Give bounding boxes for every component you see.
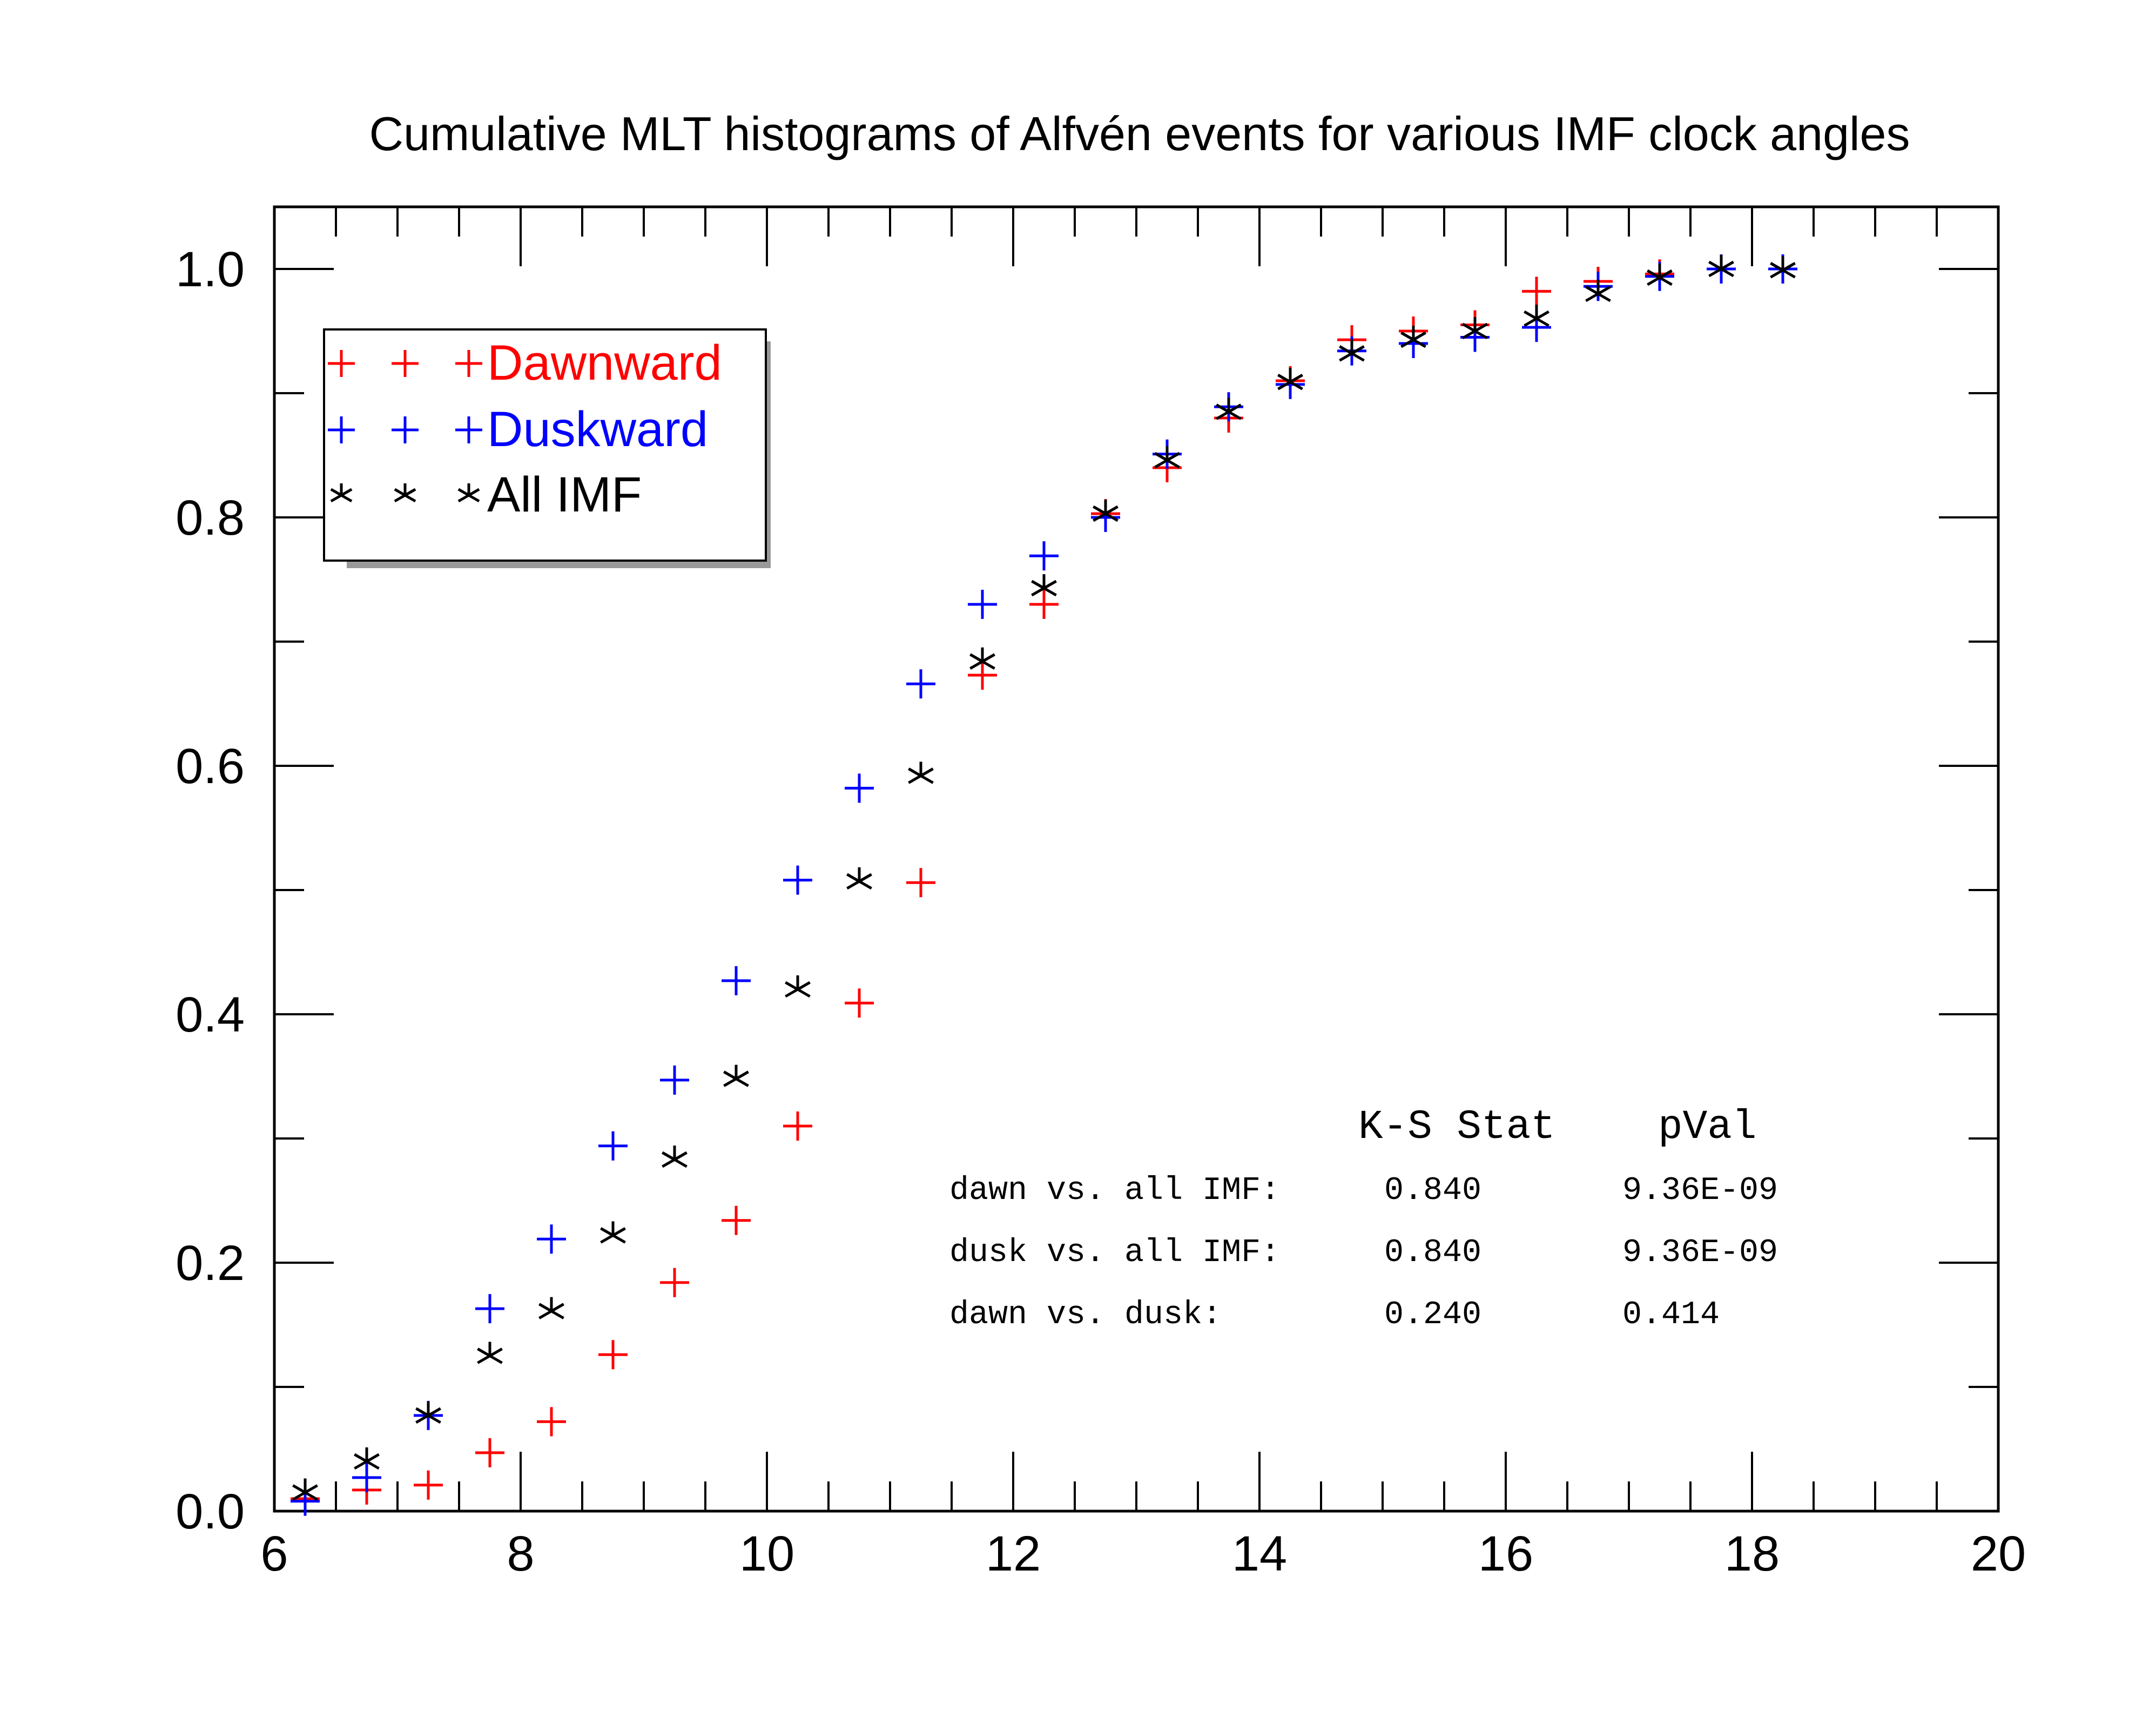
all-imf-point — [415, 1401, 441, 1424]
all-imf-point — [1216, 397, 1242, 420]
x-tick-label: 18 — [1724, 1526, 1780, 1581]
x-tick-label: 6 — [260, 1526, 288, 1581]
ks-row-label: dawn vs. all IMF: — [949, 1173, 1280, 1209]
all-imf-point — [969, 647, 995, 670]
x-tick-label: 20 — [1971, 1526, 2026, 1581]
legend-items: Dawnward Duskward All IMF — [328, 335, 722, 522]
ks-row-label: dusk vs. all IMF: — [949, 1235, 1280, 1271]
ks-row-stat: 0.240 — [1384, 1297, 1481, 1333]
all-imf-point — [477, 1342, 503, 1364]
ks-header-stat: K-S Stat — [1358, 1104, 1555, 1150]
legend-label-all-imf: All IMF — [487, 467, 642, 522]
all-imf-point — [1277, 368, 1303, 390]
x-tick-label: 12 — [986, 1526, 1041, 1581]
duskward-point — [968, 590, 997, 619]
dawnward-point — [414, 1470, 443, 1500]
y-tick-label: 1.0 — [176, 242, 245, 297]
all-imf-point — [908, 762, 934, 784]
all-imf-point — [600, 1221, 626, 1244]
legend-marker-dawnward — [392, 350, 419, 377]
all-imf-point — [538, 1297, 564, 1319]
dawnward-point — [906, 868, 935, 898]
dawnward-point — [722, 1205, 751, 1235]
y-tick-label: 0.4 — [176, 987, 245, 1042]
ks-row-pval: 9.36E-09 — [1622, 1173, 1778, 1209]
duskward-point — [537, 1224, 566, 1254]
y-tick-labels: 0.0 0.2 0.4 0.6 0.8 1.0 — [176, 242, 245, 1539]
x-tick-labels: 6 8 10 12 14 16 18 20 — [260, 1526, 2026, 1581]
all-imf-point — [1031, 574, 1057, 597]
dawnward-point — [783, 1111, 812, 1141]
duskward-point — [722, 966, 751, 995]
dawnward-point — [537, 1407, 566, 1437]
all-imf-point — [1770, 256, 1796, 279]
legend-box — [323, 328, 767, 562]
all-imf-point — [846, 867, 872, 890]
dawnward-point — [1522, 277, 1551, 306]
legend-marker-dawnward — [455, 350, 482, 377]
ks-row-stat: 0.840 — [1384, 1173, 1481, 1209]
x-tick-label: 14 — [1232, 1526, 1287, 1581]
y-tick-label: 0.8 — [176, 490, 245, 545]
x-tick-label: 16 — [1478, 1526, 1533, 1581]
dawnward-point — [598, 1340, 628, 1370]
all-imf-point — [723, 1064, 749, 1087]
legend-label-dawnward: Dawnward — [487, 335, 722, 390]
x-tick-label: 8 — [507, 1526, 534, 1581]
legend-marker-all-imf — [330, 483, 353, 503]
legend-marker-duskward — [328, 416, 355, 443]
duskward-point — [1029, 541, 1059, 571]
duskward-point — [906, 669, 935, 699]
chart-title: Cumulative MLT histograms of Alfvén even… — [369, 107, 1910, 160]
y-tick-label: 0.2 — [176, 1236, 245, 1291]
all-imf-point — [1093, 500, 1119, 522]
all-imf-point — [1647, 264, 1673, 286]
duskward-point — [352, 1463, 381, 1492]
ks-table: K-S Stat pVal dawn vs. all IMF: 0.840 9.… — [949, 1104, 1778, 1333]
all-imf-point — [1585, 280, 1611, 302]
ks-row-stat: 0.840 — [1384, 1235, 1481, 1271]
ks-row-pval: 9.36E-09 — [1622, 1235, 1778, 1271]
x-tick-label: 10 — [739, 1526, 794, 1581]
legend-marker-all-imf — [457, 483, 480, 503]
duskward-point — [475, 1294, 504, 1324]
legend-marker-duskward — [392, 416, 419, 443]
duskward-point — [845, 773, 874, 803]
duskward-point — [660, 1065, 689, 1095]
axis-ticks — [273, 207, 1999, 1512]
all-imf-point — [1400, 326, 1426, 348]
all-imf-point — [662, 1145, 688, 1168]
all-imf-point — [1708, 255, 1734, 278]
legend: Dawnward Duskward All IMF — [323, 328, 771, 568]
ks-header-pval: pVal — [1658, 1104, 1756, 1150]
all-imf-point — [354, 1447, 380, 1470]
all-imf-point — [1154, 446, 1180, 469]
all-imf-point — [785, 975, 811, 998]
duskward-point — [598, 1131, 628, 1161]
all-imf-point — [1462, 317, 1488, 340]
data-points — [291, 254, 1797, 1516]
legend-label-duskward: Duskward — [487, 402, 708, 457]
legend-marker-all-imf — [394, 483, 416, 503]
ks-row-label: dawn vs. dusk: — [949, 1297, 1222, 1333]
dawnward-point — [660, 1268, 689, 1297]
legend-marker-duskward — [455, 416, 482, 443]
y-tick-label: 0.6 — [176, 739, 245, 794]
all-imf-point — [1524, 305, 1549, 327]
y-tick-label: 0.0 — [176, 1484, 245, 1539]
ks-row-pval: 0.414 — [1622, 1297, 1720, 1333]
all-imf-point — [292, 1478, 318, 1501]
duskward-point — [783, 865, 812, 895]
dawnward-point — [1029, 590, 1059, 619]
dawnward-point — [968, 661, 997, 690]
dawnward-point — [475, 1438, 504, 1467]
legend-marker-dawnward — [328, 350, 355, 377]
dawnward-point — [845, 988, 874, 1018]
all-imf-point — [1339, 339, 1365, 362]
